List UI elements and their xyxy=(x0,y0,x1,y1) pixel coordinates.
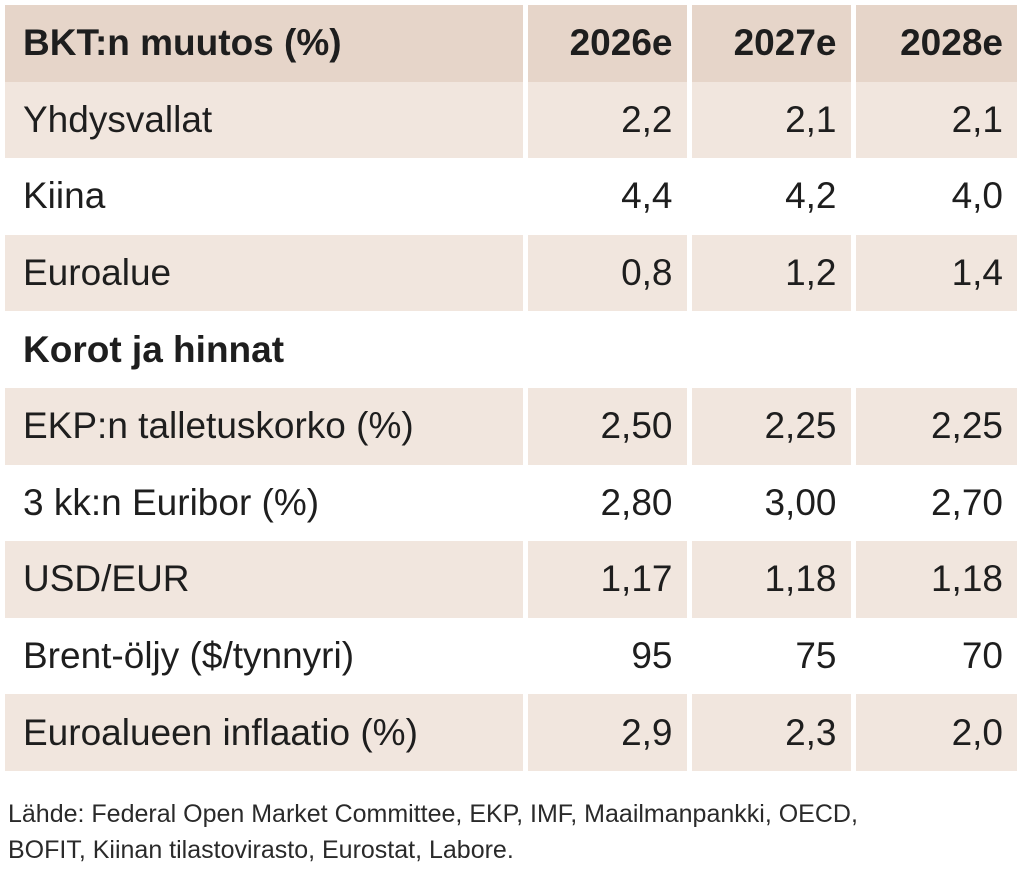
header-label: BKT:n muutos (%) xyxy=(5,5,528,82)
row-value: 2,25 xyxy=(689,387,856,465)
row-value: 95 xyxy=(525,617,692,695)
table-row: 3 kk:n Euribor (%) 2,80 3,00 2,70 xyxy=(5,464,1017,542)
row-label: Brent-öljy ($/tynnyri) xyxy=(5,617,528,695)
table-row: Euroalue 0,8 1,2 1,4 xyxy=(5,234,1017,312)
row-value: 2,1 xyxy=(689,81,856,159)
row-value: 2,50 xyxy=(525,387,692,465)
row-label: Euroalue xyxy=(5,234,528,312)
row-value: 2,9 xyxy=(525,694,692,771)
row-value: 1,18 xyxy=(853,541,1017,618)
table-row: Kiina 4,4 4,2 4,0 xyxy=(5,158,1017,235)
row-value: 1,4 xyxy=(853,234,1017,312)
row-label: Yhdysvallat xyxy=(5,81,528,159)
table-row: Yhdysvallat 2,2 2,1 2,1 xyxy=(5,81,1017,159)
table-row: Euroalueen inflaatio (%) 2,9 2,3 2,0 xyxy=(5,694,1017,771)
table-row: USD/EUR 1,17 1,18 1,18 xyxy=(5,541,1017,618)
row-value: 1,2 xyxy=(689,234,856,312)
row-value xyxy=(853,311,1017,388)
row-label: Kiina xyxy=(5,158,528,235)
row-value: 4,2 xyxy=(689,158,856,235)
header-year-2026: 2026e xyxy=(525,5,692,82)
section-heading-row: Korot ja hinnat xyxy=(5,311,1017,388)
forecast-table: BKT:n muutos (%) 2026e 2027e 2028e Yhdys… xyxy=(5,5,1017,771)
row-value xyxy=(525,311,692,388)
row-value: 2,0 xyxy=(853,694,1017,771)
source-note: Lähde: Federal Open Market Committee, EK… xyxy=(8,796,1008,868)
row-value: 4,0 xyxy=(853,158,1017,235)
header-year-2028: 2028e xyxy=(853,5,1017,82)
source-line: Lähde: Federal Open Market Committee, EK… xyxy=(8,800,858,828)
row-value: 2,80 xyxy=(525,464,692,542)
row-value: 2,25 xyxy=(853,387,1017,465)
row-value: 2,1 xyxy=(853,81,1017,159)
row-value: 3,00 xyxy=(689,464,856,542)
row-label: 3 kk:n Euribor (%) xyxy=(5,464,528,542)
row-label: USD/EUR xyxy=(5,541,528,618)
row-value: 2,70 xyxy=(853,464,1017,542)
row-value: 1,18 xyxy=(689,541,856,618)
table-row: EKP:n talletuskorko (%) 2,50 2,25 2,25 xyxy=(5,387,1017,465)
section-heading: Korot ja hinnat xyxy=(5,311,528,388)
table-header-row: BKT:n muutos (%) 2026e 2027e 2028e xyxy=(5,5,1017,82)
row-value: 4,4 xyxy=(525,158,692,235)
table-row: Brent-öljy ($/tynnyri) 95 75 70 xyxy=(5,617,1017,695)
header-year-2027: 2027e xyxy=(689,5,856,82)
row-value: 0,8 xyxy=(525,234,692,312)
row-value: 1,17 xyxy=(525,541,692,618)
row-label: EKP:n talletuskorko (%) xyxy=(5,387,528,465)
row-value xyxy=(689,311,856,388)
row-label: Euroalueen inflaatio (%) xyxy=(5,694,528,771)
row-value: 2,3 xyxy=(689,694,856,771)
source-line: BOFIT, Kiinan tilastovirasto, Eurostat, … xyxy=(8,836,514,864)
row-value: 70 xyxy=(853,617,1017,695)
row-value: 75 xyxy=(689,617,856,695)
row-value: 2,2 xyxy=(525,81,692,159)
